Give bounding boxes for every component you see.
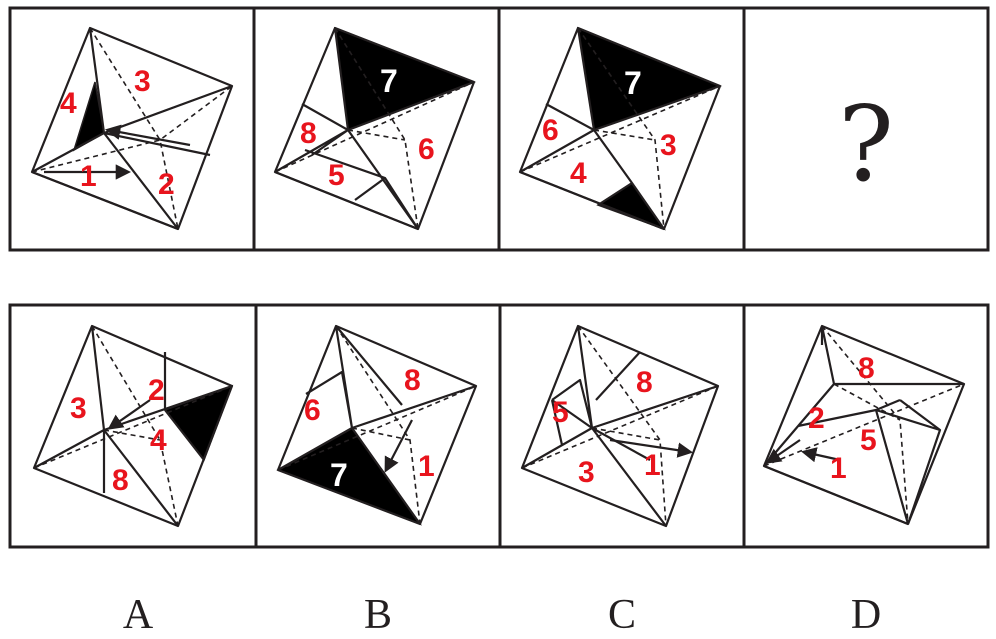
arrow-icon	[609, 438, 694, 458]
figure-label: 7	[380, 63, 398, 99]
option-letter-b[interactable]: B	[364, 592, 392, 638]
option-b[interactable]: 6 8 7 1	[276, 324, 478, 526]
option-label: 5	[552, 396, 569, 429]
question-figure-3: 7 6 3 4	[518, 26, 723, 231]
option-a[interactable]: 3 2 4 8	[32, 324, 234, 528]
option-label: 1	[644, 449, 661, 482]
arrow-icon	[104, 124, 191, 147]
figure-label: 4	[60, 87, 77, 120]
option-label: 3	[70, 392, 87, 425]
option-c[interactable]: 5 8 3 1	[520, 324, 720, 528]
hidden-fold-lines	[763, 325, 965, 525]
hidden-fold-lines	[521, 325, 719, 527]
arrow-icon	[800, 447, 841, 463]
arrow-icon	[107, 399, 151, 430]
option-letter-d[interactable]: D	[851, 592, 881, 638]
figure-label: 5	[328, 159, 345, 192]
option-label: 3	[578, 456, 595, 489]
question-row: 4 3 1 2 7 8 6 5 7 6 3 4	[8, 6, 990, 252]
option-label: 4	[150, 424, 167, 457]
option-label: 8	[636, 366, 653, 399]
option-label: 8	[404, 364, 421, 397]
figure-label: 2	[158, 168, 175, 201]
figure-label: 4	[570, 157, 587, 190]
option-label: 8	[858, 352, 875, 385]
figure-label: 8	[300, 117, 317, 150]
figure-label: 7	[624, 65, 642, 101]
arrow-icon	[765, 439, 801, 464]
option-label: 2	[808, 402, 825, 435]
option-d[interactable]: 8 2 5 1	[762, 324, 966, 526]
option-label: 6	[304, 394, 321, 427]
figure-label: 1	[80, 160, 97, 193]
option-label: 5	[860, 424, 877, 457]
figure-label: 6	[418, 133, 435, 166]
question-figure-2: 7 8 6 5	[273, 26, 477, 231]
arrow-icon	[384, 419, 413, 473]
options-row: 3 2 4 8 6 8 7 1 5 8 3 1	[8, 303, 990, 549]
hidden-fold-lines	[274, 27, 475, 230]
option-label: 7	[330, 457, 348, 493]
option-label: 8	[112, 464, 129, 497]
hidden-fold-lines	[33, 325, 233, 527]
figure-label: 3	[134, 65, 151, 98]
question-figure-1: 4 3 1 2	[30, 26, 234, 231]
question-mark: ?	[838, 83, 894, 205]
option-letters: A B C D	[123, 592, 881, 638]
hidden-fold-lines	[277, 325, 477, 525]
option-label: 1	[830, 452, 847, 485]
figure-label: 3	[660, 129, 677, 162]
option-label: 1	[418, 450, 435, 483]
hidden-fold-lines	[519, 27, 721, 230]
hidden-fold-lines	[31, 27, 233, 230]
option-label: 2	[148, 374, 165, 407]
option-letter-c[interactable]: C	[608, 592, 636, 638]
option-letter-a[interactable]: A	[123, 592, 154, 638]
figure-label: 6	[542, 114, 559, 147]
